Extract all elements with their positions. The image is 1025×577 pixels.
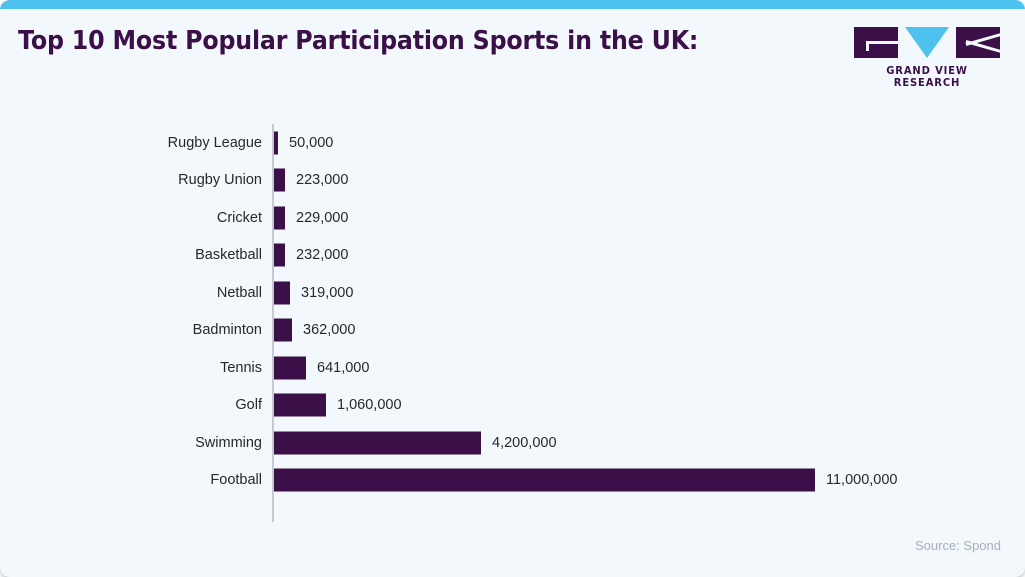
- y-axis-line: [272, 124, 274, 522]
- bar: [274, 356, 306, 380]
- category-label: Rugby Union: [178, 172, 262, 189]
- value-label: 232,000: [296, 247, 349, 264]
- chart-header: Top 10 Most Popular Participation Sports…: [0, 9, 1025, 89]
- bar: [274, 393, 326, 417]
- category-label: Football: [210, 472, 262, 489]
- bar: [274, 468, 815, 492]
- value-label: 319,000: [301, 284, 354, 301]
- category-label: Basketball: [195, 247, 262, 264]
- bar-rows: Rugby League 50,000 Rugby Union 223,000 Cric…: [0, 124, 1025, 499]
- bar-row: Badminton 362,000: [0, 312, 1025, 350]
- category-label: Rugby League: [167, 134, 262, 151]
- grand-view-research-logo: GRAND VIEW RESEARCH: [851, 27, 1003, 89]
- source-note: Source: Spond: [914, 538, 1001, 553]
- bar-row: Swimming 4,200,000: [0, 424, 1025, 462]
- bar-row: Rugby League 50,000: [0, 124, 1025, 162]
- bar: [274, 206, 285, 230]
- bar-row: Golf 1,060,000: [0, 387, 1025, 425]
- bar-row: Netball 319,000: [0, 274, 1025, 312]
- bar-row: Football 11,000,000: [0, 462, 1025, 500]
- bar: [274, 243, 285, 267]
- category-label: Golf: [235, 397, 262, 414]
- value-label: 11,000,000: [826, 472, 898, 489]
- category-label: Netball: [216, 284, 262, 301]
- logo-wordmark: GRAND VIEW RESEARCH: [886, 65, 968, 89]
- bar: [274, 168, 285, 192]
- bar-chart: Rugby League 50,000 Rugby Union 223,000 Cric…: [0, 124, 1025, 524]
- bar: [274, 431, 481, 455]
- bar-row: Basketball 232,000: [0, 237, 1025, 275]
- bar-row: Tennis 641,000: [0, 349, 1025, 387]
- bar: [274, 281, 290, 305]
- bar-row: Cricket 229,000: [0, 199, 1025, 237]
- logo-r-icon: [956, 27, 1000, 58]
- value-label: 641,000: [317, 359, 370, 376]
- category-label: Badminton: [192, 322, 262, 339]
- logo-g-icon: [854, 27, 898, 58]
- value-label: 362,000: [303, 322, 356, 339]
- category-label: Cricket: [216, 209, 262, 226]
- category-label: Tennis: [220, 359, 262, 376]
- bar-row: Rugby Union 223,000: [0, 162, 1025, 200]
- bar: [274, 318, 292, 342]
- category-label: Swimming: [195, 434, 262, 451]
- logo-marks: [851, 27, 1003, 60]
- value-label: 4,200,000: [492, 434, 557, 451]
- accent-top-bar: [0, 0, 1025, 9]
- bar: [274, 131, 278, 155]
- value-label: 1,060,000: [337, 397, 402, 414]
- page-title: Top 10 Most Popular Participation Sports…: [18, 26, 699, 56]
- value-label: 50,000: [289, 134, 334, 151]
- logo-v-icon: [905, 27, 949, 58]
- value-label: 229,000: [296, 209, 349, 226]
- value-label: 223,000: [296, 172, 349, 189]
